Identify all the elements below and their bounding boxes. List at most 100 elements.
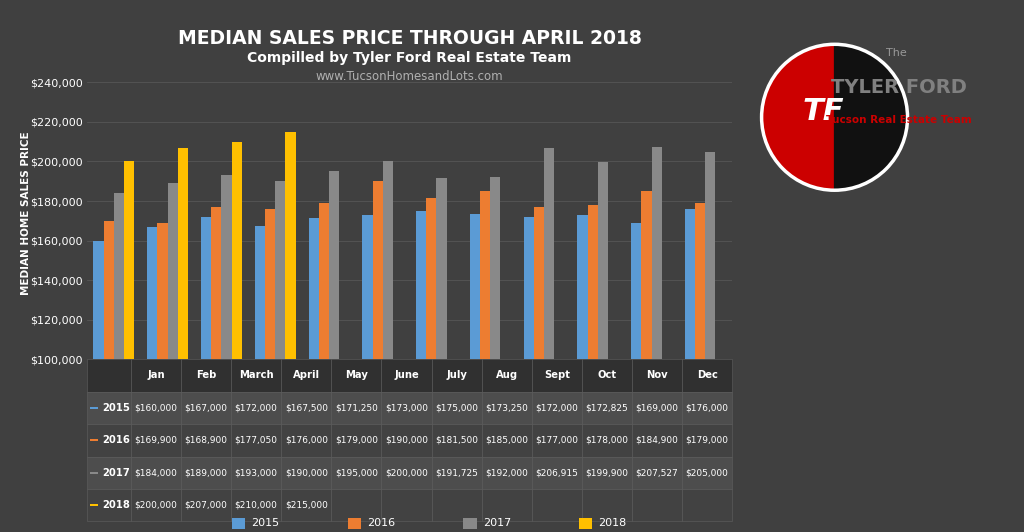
Text: $215,000: $215,000 (285, 501, 328, 510)
Bar (90, 472, 98, 474)
Text: 2017: 2017 (101, 468, 130, 478)
Text: $172,000: $172,000 (234, 403, 278, 412)
Bar (131, 359, 181, 392)
Text: May: May (345, 370, 368, 380)
Bar (682, 456, 732, 489)
Text: $172,825: $172,825 (586, 403, 629, 412)
Bar (431, 359, 481, 392)
Text: Aug: Aug (496, 370, 518, 380)
Text: $173,000: $173,000 (385, 403, 428, 412)
Text: $195,000: $195,000 (335, 468, 378, 477)
Bar (682, 392, 732, 424)
Bar (231, 489, 282, 521)
Bar (695, 203, 706, 532)
Text: $190,000: $190,000 (385, 436, 428, 445)
Text: $177,000: $177,000 (536, 436, 579, 445)
Text: $207,527: $207,527 (636, 468, 678, 477)
Bar (318, 203, 329, 532)
Bar (431, 424, 481, 456)
Bar (531, 392, 582, 424)
Bar (90, 407, 98, 409)
Text: March: March (239, 370, 273, 380)
Bar (523, 217, 534, 532)
Bar (124, 161, 134, 532)
Bar (308, 218, 318, 532)
Text: TF: TF (803, 97, 845, 126)
Text: Oct: Oct (597, 370, 616, 380)
Text: $200,000: $200,000 (385, 468, 428, 477)
Bar (90, 504, 98, 506)
Bar (181, 424, 231, 456)
Text: Compilled by Tyler Ford Real Estate Team: Compilled by Tyler Ford Real Estate Team (248, 51, 571, 64)
Text: April: April (293, 370, 319, 380)
Text: 2018: 2018 (101, 500, 130, 510)
Text: $210,000: $210,000 (234, 501, 278, 510)
Bar (147, 227, 158, 532)
Bar (582, 456, 632, 489)
Bar (221, 176, 231, 532)
Text: $206,915: $206,915 (536, 468, 579, 477)
Bar (632, 392, 682, 424)
Bar (534, 207, 544, 532)
Bar (641, 192, 651, 532)
Bar (531, 456, 582, 489)
Bar (431, 489, 481, 521)
Bar (131, 392, 181, 424)
Text: 2016: 2016 (101, 435, 130, 445)
Text: $173,250: $173,250 (485, 403, 528, 412)
Bar (431, 392, 481, 424)
Text: TYLER FORD: TYLER FORD (831, 78, 967, 97)
Bar (158, 223, 168, 532)
Text: $169,900: $169,900 (134, 436, 177, 445)
Text: $167,500: $167,500 (285, 403, 328, 412)
Text: $176,000: $176,000 (686, 403, 729, 412)
Bar (470, 214, 480, 532)
Text: 2015: 2015 (101, 403, 130, 413)
Bar (231, 424, 282, 456)
Bar (231, 359, 282, 392)
Circle shape (762, 44, 907, 190)
Bar (436, 178, 446, 532)
Bar (381, 424, 431, 456)
Text: $179,000: $179,000 (686, 436, 729, 445)
Bar (181, 456, 231, 489)
Text: Tucson Real Estate Team: Tucson Real Estate Team (826, 115, 972, 124)
Text: $193,000: $193,000 (234, 468, 278, 477)
Bar (490, 177, 501, 532)
Bar (332, 489, 381, 521)
Bar (93, 240, 103, 532)
Bar (265, 209, 275, 532)
Bar (582, 489, 632, 521)
Text: $177,050: $177,050 (234, 436, 278, 445)
Bar (87, 392, 131, 424)
Bar (632, 424, 682, 456)
Text: Jan: Jan (147, 370, 165, 380)
Bar (682, 359, 732, 392)
Bar (632, 359, 682, 392)
Text: 2016: 2016 (367, 519, 395, 528)
Bar (381, 456, 431, 489)
Text: $160,000: $160,000 (134, 403, 177, 412)
Bar (87, 456, 131, 489)
Y-axis label: MEDIAN HOME SALES PRICE: MEDIAN HOME SALES PRICE (20, 131, 31, 295)
Bar (201, 217, 211, 532)
Bar (682, 424, 732, 456)
Text: 2018: 2018 (598, 519, 627, 528)
Text: June: June (394, 370, 419, 380)
Bar (282, 424, 332, 456)
Text: $167,000: $167,000 (184, 403, 227, 412)
Bar (632, 456, 682, 489)
Text: $192,000: $192,000 (485, 468, 528, 477)
Bar (578, 215, 588, 532)
Bar (481, 392, 531, 424)
Bar (282, 456, 332, 489)
Bar (181, 359, 231, 392)
Bar (231, 456, 282, 489)
Bar (431, 456, 481, 489)
Bar (332, 456, 381, 489)
Bar (582, 392, 632, 424)
Bar (114, 193, 124, 532)
Bar (373, 181, 383, 532)
Bar (181, 489, 231, 521)
Bar (682, 489, 732, 521)
